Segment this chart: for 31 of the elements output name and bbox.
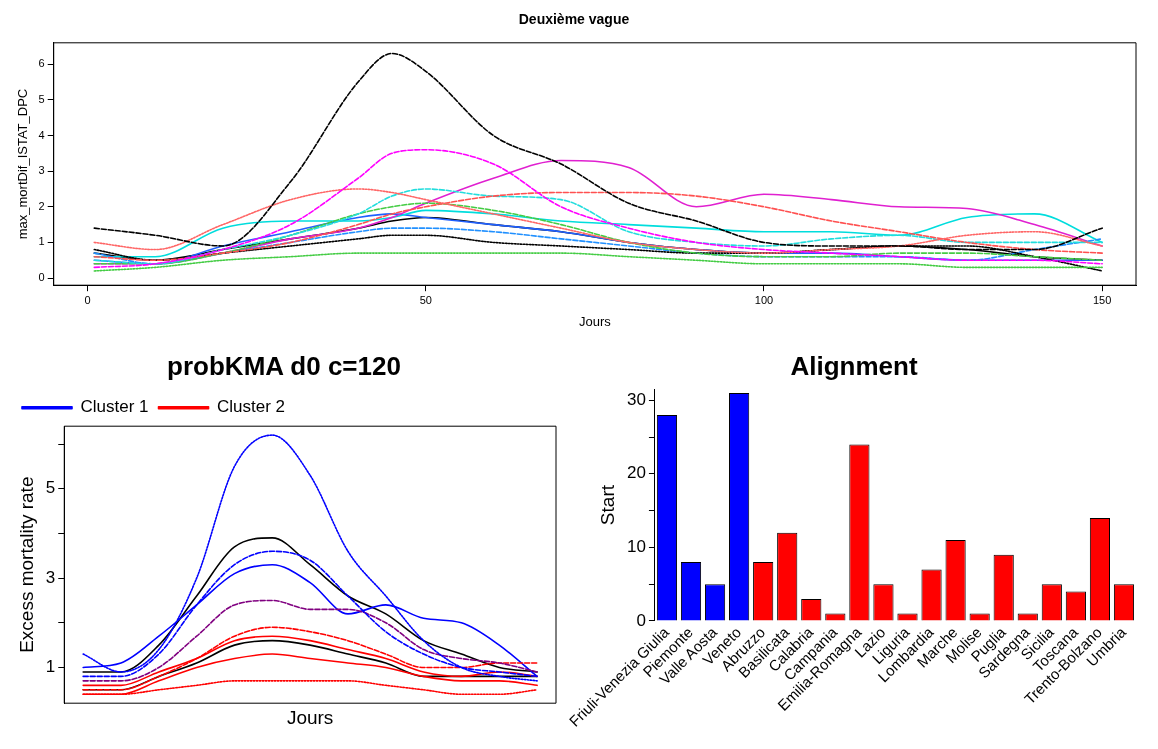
y-tick-label: 1	[45, 657, 56, 677]
y-tick-label: 20	[627, 463, 646, 483]
x-axis-title: Jours	[286, 706, 334, 728]
line-series	[82, 434, 538, 682]
legend-label: Cluster 2	[217, 397, 286, 417]
line-series	[93, 227, 1103, 265]
y-tick-label: 2	[38, 199, 45, 212]
y-tick-label: 5	[45, 478, 56, 498]
legend-label: Cluster 1	[80, 397, 149, 417]
y-tick-label: 5	[38, 92, 45, 105]
chart-title: Alignment	[790, 350, 918, 381]
y-tick-label: 0	[38, 271, 45, 284]
x-axis-title: Jours	[578, 313, 612, 329]
x-tick-label: 0	[84, 293, 91, 306]
chart-title: Deuxième vague	[518, 11, 630, 28]
x-tick-label: 50	[419, 293, 432, 306]
y-axis-title: Excess mortality rate	[15, 476, 37, 653]
y-tick-label: 10	[627, 537, 646, 557]
x-tick-label: 150	[1093, 293, 1112, 306]
y-tick-label: 1	[38, 235, 45, 248]
line-series	[82, 626, 538, 691]
y-axis-title: max_mortDif_ISTAT_DPC	[15, 88, 31, 240]
y-tick-label: 4	[38, 128, 45, 141]
y-tick-label: 6	[38, 57, 45, 70]
y-axis-title: Start	[596, 484, 618, 526]
y-tick-label: 3	[38, 164, 45, 177]
y-tick-label: 30	[627, 389, 646, 409]
x-tick-label: 100	[754, 293, 774, 306]
y-tick-label: 3	[45, 567, 56, 587]
line-series	[82, 599, 538, 682]
chart-title: probKMA d0 c=120	[167, 350, 401, 381]
